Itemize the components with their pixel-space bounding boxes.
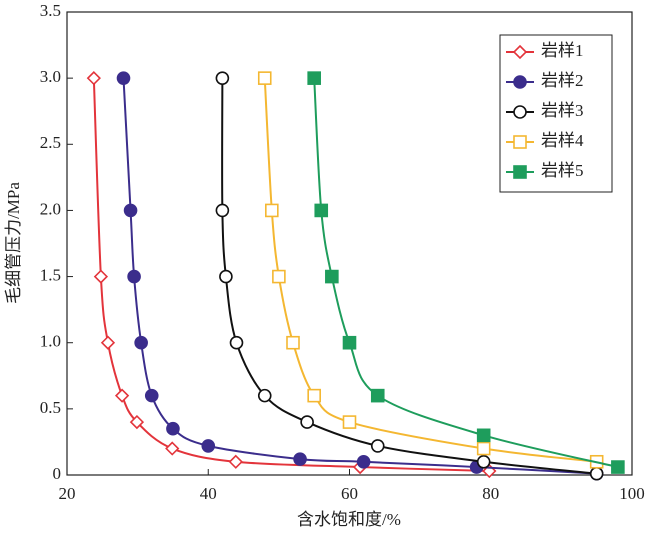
marker (114, 388, 130, 403)
marker (144, 388, 159, 403)
marker (342, 335, 357, 350)
marker (293, 452, 307, 466)
marker (307, 71, 321, 85)
marker (370, 388, 385, 403)
x-tick-label: 60 (341, 484, 358, 503)
marker (257, 71, 272, 85)
marker (228, 454, 243, 469)
marker (314, 203, 329, 218)
legend-label: 岩样4 (541, 131, 584, 150)
marker (116, 71, 131, 85)
marker (127, 269, 141, 284)
marker (215, 71, 230, 85)
marker (300, 415, 314, 429)
legend-label: 岩样3 (541, 101, 584, 120)
marker (229, 335, 244, 350)
marker (476, 441, 491, 456)
y-tick-label: 0 (53, 464, 62, 483)
y-tick-label: 3.0 (40, 67, 61, 86)
marker (166, 421, 180, 436)
marker (307, 388, 321, 403)
y-tick-label: 2.0 (40, 199, 61, 218)
legend-label: 岩样1 (541, 41, 584, 60)
legend-marker (513, 105, 527, 119)
legend-label: 岩样5 (541, 161, 584, 180)
marker (370, 439, 385, 453)
marker (201, 439, 216, 453)
marker (611, 460, 625, 474)
marker (589, 466, 604, 481)
marker (123, 203, 138, 218)
marker (93, 269, 109, 284)
y-tick-label: 1.5 (40, 265, 61, 284)
legend-label: 岩样2 (541, 71, 584, 90)
y-tick-label: 3.5 (40, 1, 61, 20)
legend-marker (513, 135, 527, 149)
marker (356, 454, 371, 469)
y-tick-label: 1.0 (40, 332, 61, 351)
marker (219, 269, 233, 284)
marker (134, 335, 148, 350)
series-line (92, 78, 490, 473)
y-tick-label: 2.5 (40, 133, 61, 152)
marker (286, 335, 300, 350)
marker (325, 269, 339, 284)
marker (215, 203, 230, 218)
marker (476, 428, 491, 443)
y-axis-label: 毛细管压力/MPa (4, 182, 23, 304)
marker (257, 388, 272, 403)
marker (86, 71, 101, 86)
marker (342, 415, 357, 429)
marker (129, 414, 145, 430)
legend-marker (512, 44, 528, 60)
marker (272, 269, 286, 284)
y-tick-label: 0.5 (40, 398, 61, 417)
legend-marker (513, 75, 527, 89)
x-axis-label: 含水饱和度/% (297, 510, 401, 529)
marker (100, 335, 116, 350)
legend-marker (513, 165, 527, 179)
marker (165, 441, 180, 456)
x-tick-label: 20 (59, 484, 76, 503)
x-tick-label: 100 (619, 484, 645, 503)
marker (476, 454, 491, 469)
x-tick-label: 80 (482, 484, 499, 503)
marker (265, 203, 279, 218)
x-tick-label: 40 (200, 484, 217, 503)
